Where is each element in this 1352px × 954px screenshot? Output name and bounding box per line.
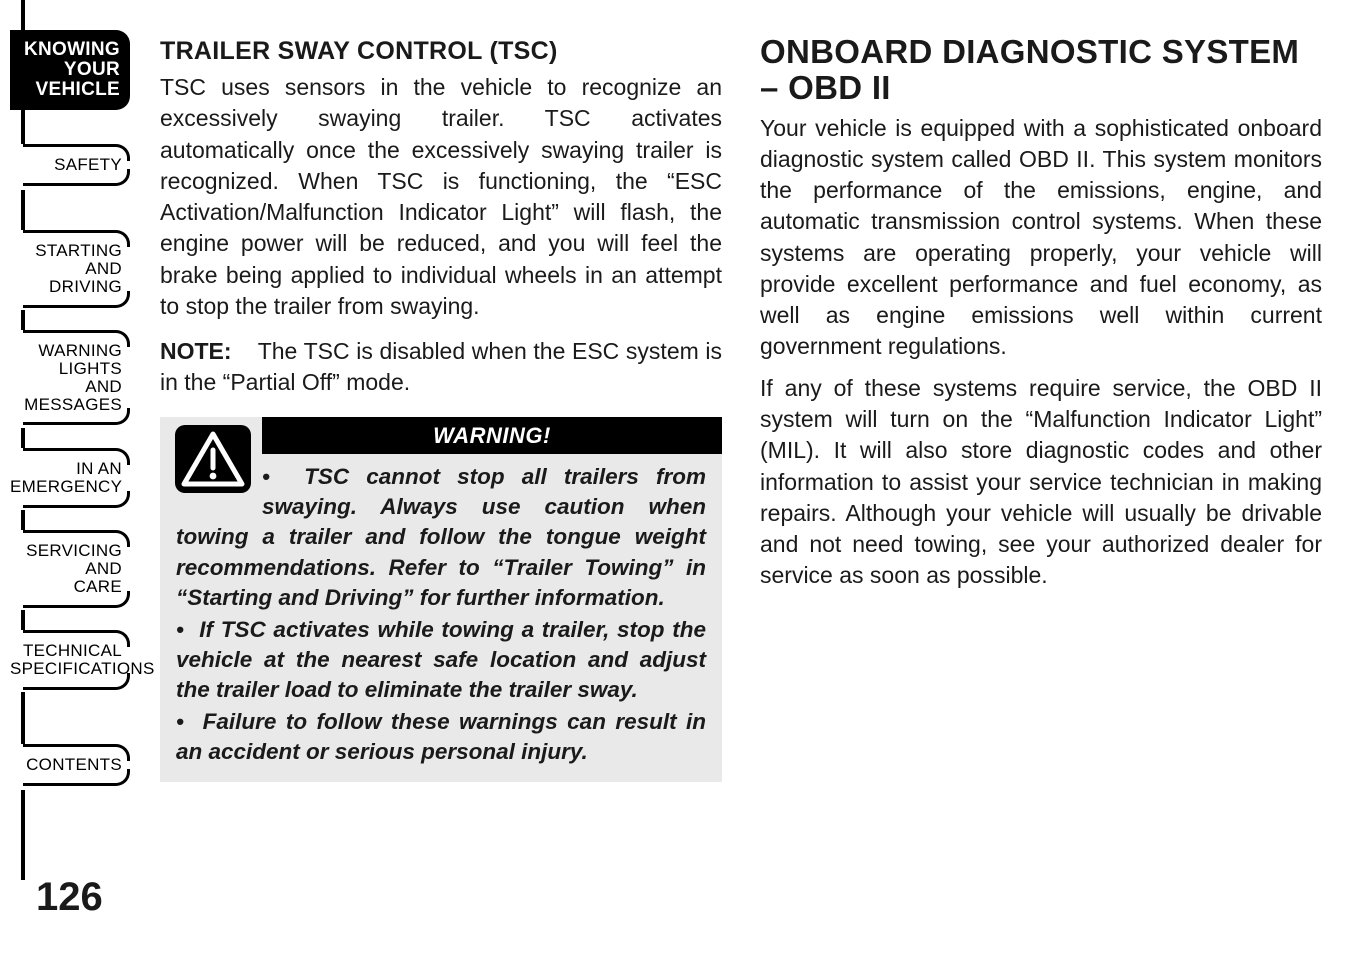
column-left: TRAILER SWAY CONTROL (TSC) TSC uses sens… — [160, 34, 722, 782]
heading-tsc: TRAILER SWAY CONTROL (TSC) — [160, 34, 722, 68]
sidebar-tab-label: IN AN — [10, 460, 130, 478]
sidebar-tab-label: MESSAGES — [10, 396, 130, 414]
warning-item-text: If TSC activates while towing a trailer,… — [176, 617, 706, 702]
sidebar-tab-label: AND — [10, 260, 130, 278]
sidebar-tab-label: DRIVING — [10, 278, 130, 296]
spacer — [760, 363, 1322, 373]
sidebar-tab-servicing[interactable]: SERVICING AND CARE — [10, 534, 130, 604]
sidebar-tab-label: LIGHTS — [10, 360, 130, 378]
sidebar-spine — [21, 190, 25, 230]
sidebar-tab-label: SPECIFICATIONS — [10, 660, 130, 678]
heading-obd: ONBOARD DIAGNOSTIC SYSTEM – OBD II — [760, 34, 1322, 107]
page-number: 126 — [36, 875, 103, 920]
sidebar-spine — [21, 0, 25, 30]
sidebar-nav: KNOWING YOUR VEHICLE SAFETY STARTING AND… — [0, 0, 140, 954]
paragraph-obd-1: Your vehicle is equipped with a sophisti… — [760, 113, 1322, 363]
warning-item: • Failure to follow these warnings can r… — [176, 707, 706, 767]
sidebar-tab-safety[interactable]: SAFETY — [10, 148, 130, 182]
spacer — [160, 322, 722, 336]
warning-title: WARNING! — [262, 417, 722, 454]
sidebar-tab-label: SAFETY — [10, 156, 130, 174]
paragraph-tsc-body: TSC uses sensors in the vehicle to recog… — [160, 72, 722, 322]
note-label: NOTE: — [160, 338, 232, 364]
sidebar-tab-starting[interactable]: STARTING AND DRIVING — [10, 234, 130, 304]
sidebar-tab-label: CARE — [10, 578, 130, 596]
paragraph-tsc-note: NOTE: The TSC is disabled when the ESC s… — [160, 336, 722, 399]
sidebar-tab-emergency[interactable]: IN AN EMERGENCY — [10, 452, 130, 504]
sidebar-tab-label: STARTING — [10, 242, 130, 260]
sidebar-tab-label: AND — [10, 378, 130, 396]
warning-triangle-icon — [174, 424, 252, 494]
sidebar-spine — [21, 510, 25, 530]
column-right: ONBOARD DIAGNOSTIC SYSTEM – OBD II Your … — [760, 34, 1322, 782]
sidebar-spine — [21, 610, 25, 630]
warning-item-text: Failure to follow these warnings can res… — [176, 709, 706, 764]
sidebar-tab-label: YOUR — [10, 60, 130, 80]
sidebar-tab-label: SERVICING — [10, 542, 130, 560]
sidebar-tab-technical[interactable]: TECHNICAL SPECIFICATIONS — [10, 634, 130, 686]
warning-item: • TSC cannot stop all trailers from sway… — [176, 462, 706, 613]
sidebar-tab-contents[interactable]: CONTENTS — [10, 748, 130, 782]
page-content: TRAILER SWAY CONTROL (TSC) TSC uses sens… — [160, 34, 1322, 782]
sidebar-spine — [21, 790, 25, 880]
warning-item-text: TSC cannot stop all trailers from swayin… — [176, 464, 706, 610]
sidebar-tab-knowing[interactable]: KNOWING YOUR VEHICLE — [10, 30, 130, 110]
paragraph-obd-2: If any of these systems require service,… — [760, 373, 1322, 592]
warning-body: • TSC cannot stop all trailers from sway… — [176, 462, 706, 767]
sidebar-tab-label: VEHICLE — [10, 80, 130, 100]
sidebar-tab-label: EMERGENCY — [10, 478, 130, 496]
sidebar-spine — [21, 692, 25, 744]
sidebar-spine — [21, 310, 25, 330]
sidebar-tab-label: KNOWING — [10, 40, 130, 60]
sidebar-spine — [21, 108, 25, 144]
sidebar-tab-label: AND — [10, 560, 130, 578]
sidebar-spine — [21, 428, 25, 448]
sidebar-tab-label: TECHNICAL — [10, 642, 130, 660]
sidebar-tab-label: CONTENTS — [10, 756, 130, 774]
warning-callout: WARNING! • TSC cannot stop all trailers … — [160, 417, 722, 782]
sidebar-tab-label: WARNING — [10, 342, 130, 360]
warning-item: • If TSC activates while towing a traile… — [176, 615, 706, 705]
sidebar-tab-warning[interactable]: WARNING LIGHTS AND MESSAGES — [10, 334, 130, 421]
